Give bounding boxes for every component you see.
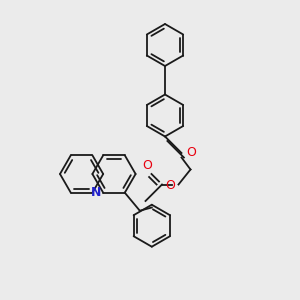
Text: N: N	[91, 186, 102, 199]
Text: O: O	[186, 146, 196, 160]
Text: O: O	[142, 159, 152, 172]
Text: O: O	[165, 179, 175, 193]
